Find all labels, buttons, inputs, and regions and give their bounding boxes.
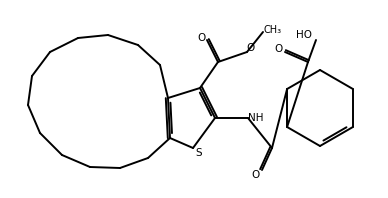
Text: NH: NH [248, 113, 264, 123]
Text: S: S [196, 148, 202, 158]
Text: O: O [252, 170, 260, 180]
Text: HO: HO [296, 30, 312, 40]
Text: CH₃: CH₃ [264, 25, 282, 35]
Text: O: O [275, 44, 283, 54]
Text: O: O [247, 43, 255, 53]
Text: O: O [197, 33, 205, 43]
